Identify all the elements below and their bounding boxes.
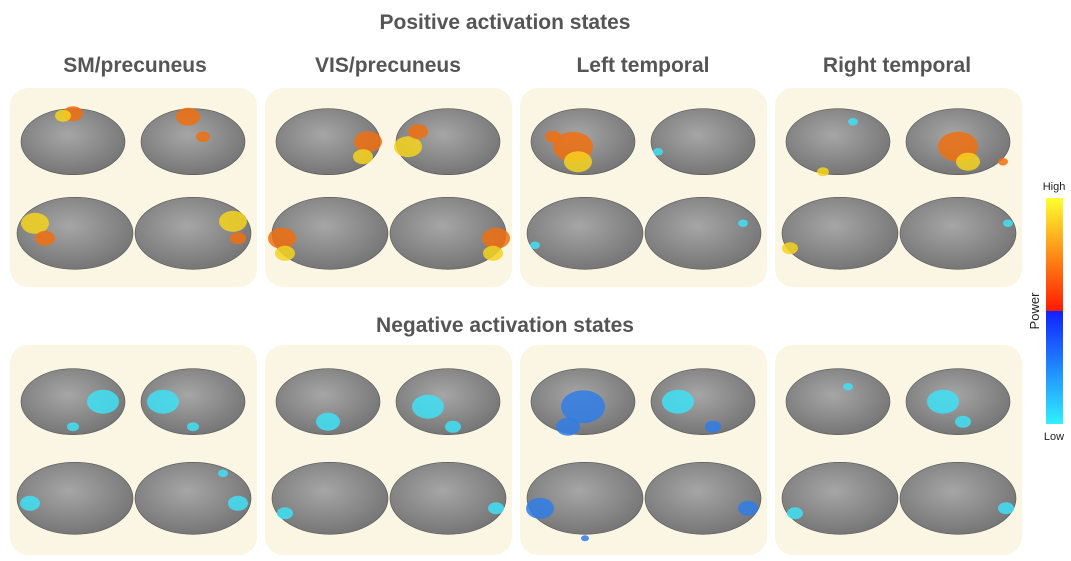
colorbar-high: High	[1043, 181, 1066, 193]
activation-blob	[228, 495, 248, 511]
colorbar-label: Power	[1027, 292, 1042, 330]
panel-label: Left temporal	[576, 54, 709, 77]
panel-label: Right temporal	[823, 54, 971, 77]
activation-blob	[653, 147, 663, 156]
activation-blob	[67, 422, 79, 432]
activation-blob	[1003, 219, 1013, 228]
activation-blob	[705, 420, 721, 433]
activation-blob	[196, 131, 210, 142]
activation-blob	[176, 107, 200, 126]
activation-blob	[738, 219, 748, 228]
brain	[650, 368, 756, 436]
brain	[644, 196, 762, 270]
brain	[271, 461, 389, 535]
activation-blob	[353, 149, 373, 165]
panel-label: SM/precuneus	[63, 54, 207, 77]
activation-blob	[738, 500, 758, 516]
brain	[275, 368, 381, 436]
brain	[16, 196, 134, 270]
panels	[10, 88, 1022, 555]
activation-blob	[445, 420, 461, 433]
activation-blob	[927, 389, 959, 414]
brain	[644, 461, 762, 535]
activation-blob	[147, 389, 179, 414]
brain	[781, 196, 899, 270]
activation-blob	[268, 227, 296, 249]
activation-blob	[545, 130, 561, 143]
activation-blob	[20, 495, 40, 511]
activation-blob	[556, 417, 580, 436]
brain	[140, 368, 246, 436]
activation-blob	[955, 415, 971, 428]
brain	[526, 461, 644, 535]
activation-blob	[998, 157, 1008, 166]
brain	[650, 108, 756, 176]
brain	[20, 368, 126, 436]
activation-blob	[230, 232, 246, 245]
brain	[785, 108, 891, 176]
activation-blob	[218, 469, 228, 478]
activation-blob	[843, 382, 853, 391]
activation-blob	[782, 242, 798, 255]
panel-label: VIS/precuneus	[315, 54, 461, 77]
activation-blob	[219, 210, 247, 232]
section-title: Positive activation states	[380, 11, 631, 34]
activation-blob	[662, 389, 694, 414]
activation-blob	[277, 507, 293, 520]
activation-blob	[787, 507, 803, 520]
activation-blob	[21, 212, 49, 234]
activation-blob	[956, 152, 980, 171]
brain	[134, 461, 252, 535]
activation-blob	[275, 245, 295, 261]
activation-blob	[87, 389, 119, 414]
brain	[785, 368, 891, 436]
brain	[899, 196, 1017, 270]
activation-blob	[354, 131, 382, 153]
activation-blob	[998, 502, 1014, 515]
colorbar	[1046, 198, 1063, 424]
brain	[899, 461, 1017, 535]
activation-blob	[35, 230, 55, 246]
brain	[781, 461, 899, 535]
colorbar-low: Low	[1044, 431, 1064, 443]
activation-blob	[526, 497, 554, 519]
activation-blob	[412, 394, 444, 419]
activation-blob	[564, 151, 592, 173]
activation-blob	[316, 412, 340, 431]
activation-blob	[187, 422, 199, 432]
activation-blob	[482, 227, 510, 249]
activation-blob	[408, 124, 428, 140]
brain	[526, 196, 644, 270]
brain	[389, 461, 507, 535]
activation-blob	[55, 109, 71, 122]
activation-blob	[848, 117, 858, 126]
brain	[395, 368, 501, 436]
activation-blob	[561, 390, 605, 424]
brain	[16, 461, 134, 535]
activation-blob	[817, 167, 829, 177]
activation-blob	[394, 136, 422, 158]
activation-blob	[581, 535, 589, 542]
activation-blob	[483, 245, 503, 261]
section-title: Negative activation states	[376, 314, 634, 337]
activation-blob	[530, 241, 540, 250]
activation-blob	[488, 502, 504, 515]
